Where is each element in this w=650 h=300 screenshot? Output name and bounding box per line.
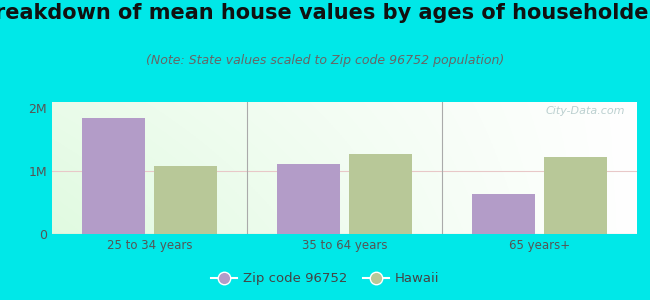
Legend: Zip code 96752, Hawaii: Zip code 96752, Hawaii [205, 267, 445, 290]
Bar [155, 166, 216, 234]
Bar [545, 157, 607, 234]
Text: Breakdown of mean house values by ages of householders: Breakdown of mean house values by ages o… [0, 3, 650, 23]
Text: (Note: State values scaled to Zip code 96752 population): (Note: State values scaled to Zip code 9… [146, 54, 504, 67]
Bar [82, 118, 144, 234]
Bar [350, 154, 412, 234]
Text: City-Data.com: City-Data.com [546, 106, 625, 116]
Bar [472, 194, 534, 234]
Bar [277, 164, 339, 234]
